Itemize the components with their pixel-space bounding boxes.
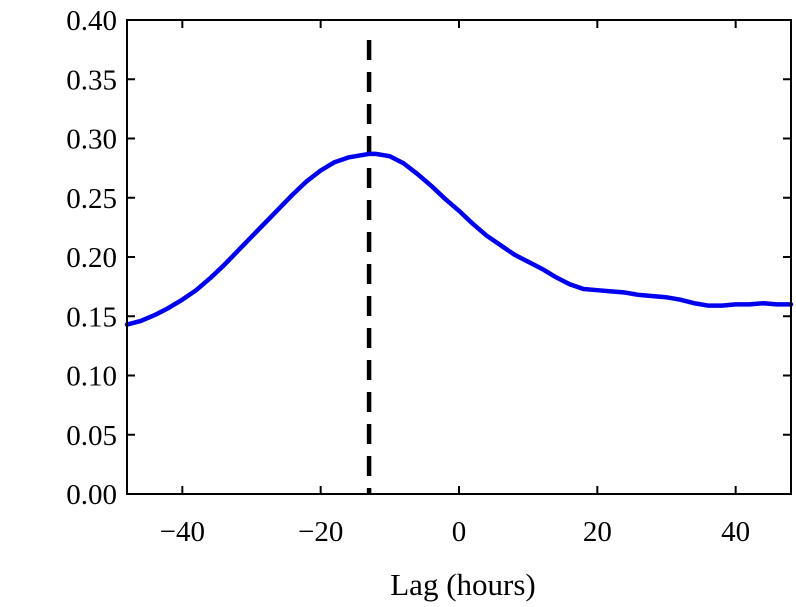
y-tick-label: 0.10 bbox=[66, 361, 117, 393]
axes-frame bbox=[126, 19, 792, 495]
x-tick-label: 20 bbox=[583, 516, 612, 548]
y-axis-ticks: 0.00 0.05 0.10 0.15 0.20 0.25 0.30 0.35 0.40 bbox=[66, 5, 791, 511]
y-tick-label: 0.35 bbox=[66, 64, 117, 96]
y-tick-label: 0.00 bbox=[66, 479, 117, 511]
series-line-0 bbox=[124, 151, 794, 327]
y-tick-label: 0.05 bbox=[66, 420, 117, 452]
y-tick-label: 0.25 bbox=[66, 183, 117, 215]
y-tick-label: 0.20 bbox=[66, 242, 117, 274]
y-tick-label: 0.40 bbox=[66, 5, 117, 37]
x-tick-label: −40 bbox=[160, 516, 205, 548]
y-tick-label: 0.15 bbox=[66, 301, 117, 333]
x-tick-label: −20 bbox=[298, 516, 343, 548]
plot-area bbox=[124, 19, 794, 495]
x-axis-ticks: −40 −20 0 20 40 bbox=[160, 20, 750, 548]
y-tick-label: 0.30 bbox=[66, 124, 117, 156]
x-tick-label: 0 bbox=[452, 516, 467, 548]
x-tick-label: 40 bbox=[721, 516, 750, 548]
x-axis-title: Lag (hours) bbox=[390, 567, 535, 602]
